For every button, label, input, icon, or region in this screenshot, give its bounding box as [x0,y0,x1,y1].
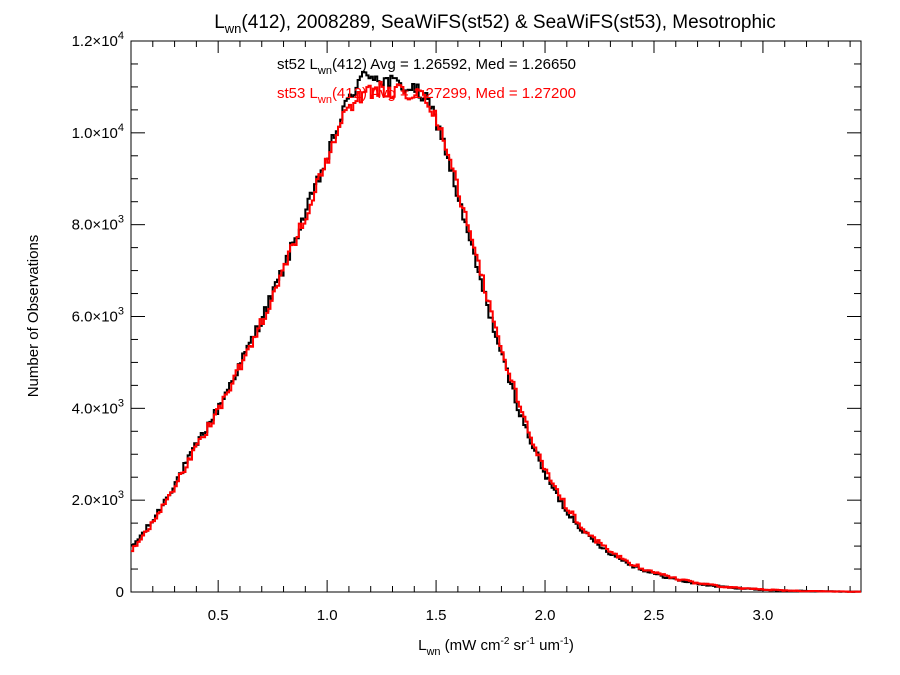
annotation-st53: st53 Lwn(412) Avg = 1.27299, Med = 1.272… [277,85,576,106]
axis-ticks [130,40,861,593]
y-tick-mantissa: 2.0×10 [72,492,118,509]
xlabel-sub: wn [425,646,440,658]
y-tick-exponent: 3 [118,489,124,501]
annotation-st52-post: (412) Avg = 1.26592, Med = 1.26650 [332,56,576,73]
chart-title: Lwn(412), 2008289, SeaWiFS(st52) & SeaWi… [214,12,776,36]
y-tick-exponent: 4 [118,30,124,42]
series-st53-line [131,80,861,593]
y-tick-label: 6.0×103 [72,306,124,326]
y-tick-label: 4.0×103 [72,397,124,417]
x-tick-label: 3.0 [753,607,774,624]
annotation-st52: st52 Lwn(412) Avg = 1.26592, Med = 1.266… [277,56,576,77]
xlabel-sup3: -1 [560,636,569,647]
x-tick-label: 0.5 [208,607,229,624]
title-main: L [214,12,225,33]
y-tick-label: 2.0×103 [72,489,124,509]
y-tick-exponent: 3 [118,306,124,318]
y-tick-mantissa: 6.0×10 [72,309,118,326]
xlabel-sup1: -2 [500,636,509,647]
y-tick-mantissa: 0 [116,584,124,601]
xlabel-part4: ) [569,637,574,654]
series-st52-line [131,70,861,593]
annotation-st53-post: (412) Avg = 1.27299, Med = 1.27200 [332,85,576,102]
xlabel-main: L [418,637,426,654]
xlabel-sup2: -1 [526,636,535,647]
y-tick-label: 1.0×104 [72,122,124,142]
data-series [131,70,861,593]
y-tick-exponent: 3 [118,214,124,226]
annotation-st52-pre: st52 L [277,56,318,73]
annotation-st53-pre: st53 L [277,85,318,102]
xlabel-part1: (mW cm [441,637,501,654]
tick-labels: 0.5 1.0 1.5 2.0 2.5 3.002.0×1034.0×1036.0×103… [72,30,774,624]
y-tick-mantissa: 8.0×10 [72,217,118,234]
x-tick-label: 2.0 [535,607,556,624]
x-axis-label: Lwn (mW cm-2 sr-1 um-1) [418,636,574,658]
x-tick-label: 1.0 [317,607,338,624]
xlabel-part3: um [535,637,560,654]
xlabel-part2: sr [509,637,526,654]
y-tick-exponent: 3 [118,397,124,409]
x-tick-label: 1.5 [426,607,447,624]
y-tick-label: 8.0×103 [72,214,124,234]
y-tick-mantissa: 4.0×10 [72,400,118,417]
y-tick-mantissa: 1.0×10 [72,125,118,142]
title-subscript: wn [224,21,242,36]
y-axis-label: Number of Observations [25,235,42,398]
y-tick-exponent: 4 [118,122,124,134]
y-tick-mantissa: 1.2×10 [72,33,118,50]
title-rest: (412), 2008289, SeaWiFS(st52) & SeaWiFS(… [241,12,775,33]
annotation-st52-sub: wn [317,65,332,77]
annotation-st53-sub: wn [317,94,332,106]
y-tick-label: 0 [116,584,124,601]
y-tick-label: 1.2×104 [72,30,124,50]
plot-frame [130,40,862,593]
x-tick-label: 2.5 [644,607,665,624]
